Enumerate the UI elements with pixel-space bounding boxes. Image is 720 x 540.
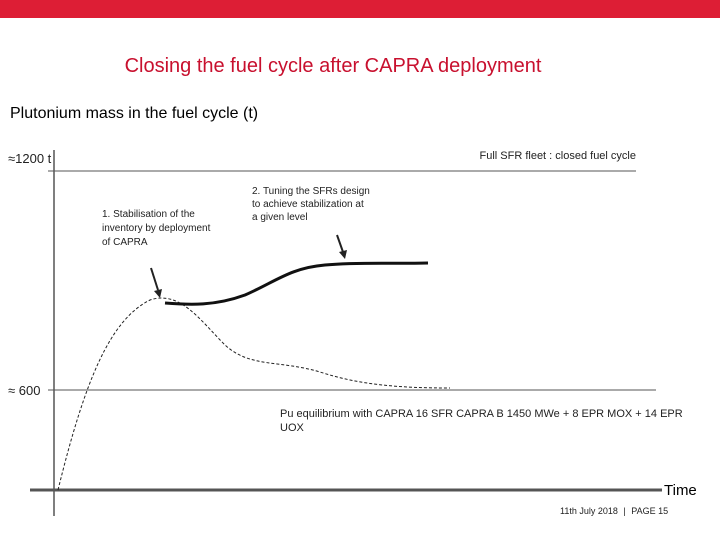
y-axis-label: Plutonium mass in the fuel cycle (t): [10, 105, 259, 122]
page-title: Closing the fuel cycle after CAPRA deplo…: [124, 55, 542, 77]
series-sfr-tuning: [164, 261, 429, 306]
footer-date: 11th July 2018: [560, 506, 618, 516]
footer-page: PAGE 15: [631, 506, 669, 516]
ref-label-full-sfr: Full SFR fleet : closed fuel cycle: [479, 150, 636, 162]
annotation-1: 1. Stabilisation of the inventory by dep…: [102, 209, 211, 248]
x-axis-label: Time: [664, 482, 697, 499]
y-tick-label-1200: ≈1200 t: [8, 151, 52, 166]
y-tick-label-600: ≈ 600: [8, 383, 41, 398]
arrow-annotation-1: [150, 267, 162, 298]
top-banner: [0, 0, 720, 18]
footer-separator: |: [623, 506, 626, 516]
arrow-annotation-2: [336, 234, 347, 259]
ref-label-pu-equilibrium: Pu equilibrium with CAPRA 16 SFR CAPRA B…: [280, 408, 683, 434]
annotation-2: 2. Tuning the SFRs design to achieve sta…: [252, 186, 370, 223]
footer: 11th July 2018 | PAGE 15: [560, 506, 668, 516]
series-capra-stabilisation: [57, 297, 451, 491]
